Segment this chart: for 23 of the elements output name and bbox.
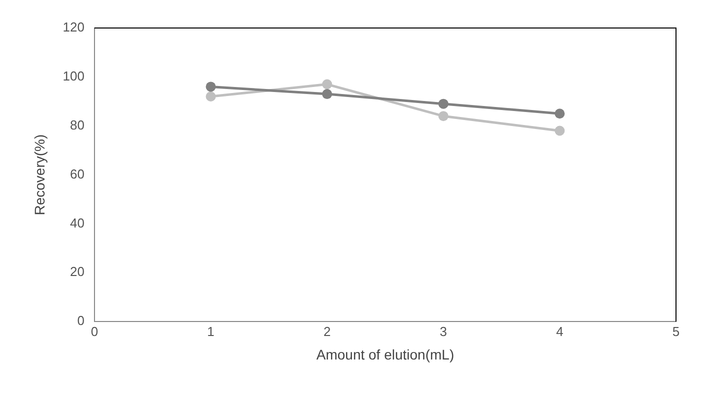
x-tick-label: 5 [672, 324, 680, 339]
point [322, 89, 332, 100]
x-axis-title: Amount of elution(mL) [316, 346, 454, 362]
point [554, 126, 565, 136]
x-tick-label: 2 [323, 324, 331, 339]
point [206, 82, 216, 92]
point [206, 92, 216, 102]
point [438, 98, 448, 109]
x-tick-label: 4 [556, 324, 564, 339]
y-tick-label: 60 [70, 166, 84, 182]
x-tick-label: 0 [90, 324, 98, 339]
x-tick-label: 1 [207, 324, 214, 339]
y-tick-label: 0 [77, 313, 84, 328]
point [322, 79, 332, 90]
point [554, 108, 565, 119]
y-tick-label: 20 [70, 264, 84, 280]
x-tick-label: 3 [440, 324, 448, 339]
y-tick-label: 120 [62, 20, 84, 35]
y-tick-label: 80 [70, 117, 84, 132]
y-axis-title: Recovery(%) [31, 134, 48, 216]
point [438, 111, 448, 122]
y-tick-label: 100 [62, 68, 84, 84]
y-tick-label: 40 [70, 215, 84, 230]
